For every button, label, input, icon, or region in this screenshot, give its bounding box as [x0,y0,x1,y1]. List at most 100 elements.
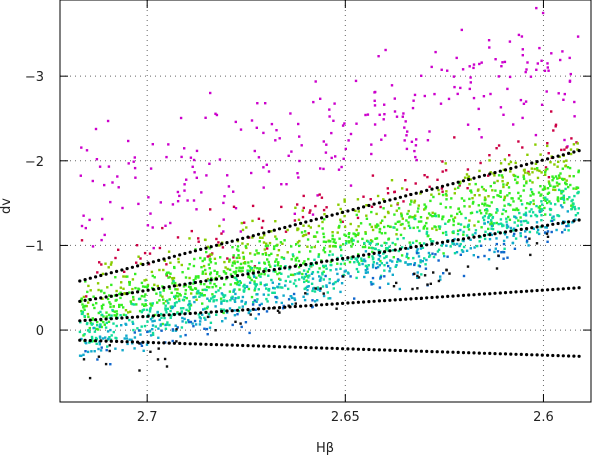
data-point [344,234,347,237]
data-point [468,197,471,201]
data-point [555,228,558,232]
data-point [536,169,539,172]
data-point [540,219,543,222]
data-point [417,276,421,279]
data-point [560,190,564,193]
data-point [98,165,102,168]
data-point [270,278,273,282]
data-point [217,241,220,244]
data-point [100,307,104,310]
data-point [512,227,516,230]
fit-line-dot [246,308,250,312]
data-point [146,224,150,227]
data-point [455,56,458,60]
fit-line-dot [267,268,271,273]
data-point [472,96,476,100]
fit-line-dot [256,307,261,311]
data-point [352,232,355,235]
data-point [121,349,124,352]
data-point [304,292,307,295]
data-point [336,231,339,234]
fit-line-dot [519,290,523,294]
fit-line-dot [572,219,576,223]
fit-line-dot [267,230,271,234]
data-point [261,236,264,239]
data-point [453,216,457,219]
data-point [456,242,459,246]
data-point [171,329,175,332]
data-point [191,322,194,325]
data-point [285,183,288,186]
data-point [480,61,483,64]
data-point [100,238,103,242]
fit-line-dot [204,279,208,283]
data-point [223,294,227,297]
fit-line-dot [435,350,439,354]
data-point [86,290,89,294]
fit-line-dot [225,309,229,313]
data-point [502,251,506,254]
data-point [548,182,551,185]
data-point [489,185,492,188]
fit-line-dot [551,287,555,292]
data-point [417,251,420,255]
data-point [453,237,456,241]
data-point [569,148,573,151]
data-point [416,287,419,290]
fit-line-dot [425,296,429,300]
data-point [365,204,368,207]
data-point [456,212,459,216]
data-point [462,233,465,236]
data-point [167,301,170,305]
fit-line [78,218,581,303]
data-point [200,266,203,269]
data-point [274,270,277,273]
data-point [416,210,419,213]
fit-line-dot [530,226,534,230]
data-point [168,275,171,279]
data-point [380,138,383,141]
data-point [149,308,152,311]
data-point [164,308,167,312]
data-point [171,306,174,310]
data-point [444,230,448,234]
data-point [160,316,163,319]
data-point [416,274,419,278]
data-point [266,244,270,247]
data-point [91,245,95,248]
fit-line-dot [293,345,297,349]
data-point [428,254,432,257]
data-point [472,66,475,70]
data-point [403,227,406,230]
data-point [540,59,543,62]
data-point [272,270,275,273]
data-point [201,272,204,275]
data-point [477,255,480,259]
data-point [491,222,494,226]
data-point [530,190,534,194]
data-point [175,340,178,343]
data-point [330,263,333,267]
data-point [348,260,352,264]
data-point [483,198,487,202]
data-point [306,285,309,288]
data-point [544,196,547,199]
data-point [369,281,373,284]
data-point [389,267,392,270]
data-point [238,256,241,259]
data-point [340,254,343,257]
data-point [256,293,259,296]
fit-line-dot [388,298,392,302]
data-point [524,219,528,223]
data-point [202,264,206,268]
data-point [78,330,82,334]
fit-line-dot [346,301,350,305]
data-point [303,275,307,279]
data-point [560,192,563,195]
data-point [302,206,305,210]
data-point [316,270,320,274]
fit-line-dot [225,275,229,279]
data-point [554,125,557,128]
data-point [100,290,103,293]
data-point [110,314,113,317]
